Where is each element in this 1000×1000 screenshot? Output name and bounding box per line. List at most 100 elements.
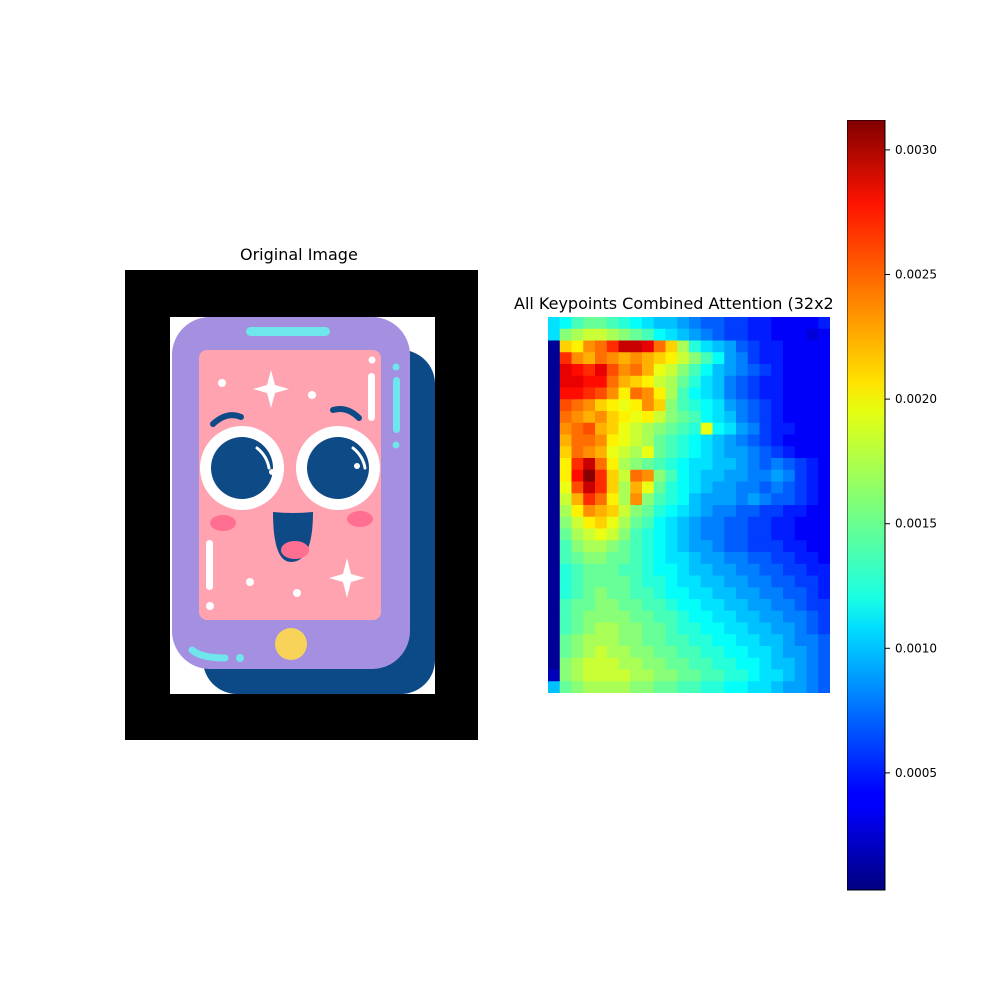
heatmap-cell [642,328,655,341]
heatmap-cell [606,528,619,541]
heatmap-cell [783,552,796,565]
colorbar-tick-label: 0.0020 [895,392,937,406]
heatmap-cell [759,563,772,576]
heatmap-cell [700,493,713,506]
heatmap-cell [583,634,596,647]
heatmap-cell [618,364,631,377]
heatmap-cell [783,516,796,529]
heatmap-cell [642,434,655,447]
heatmap-cell [783,469,796,482]
heatmap-cell [618,552,631,565]
heatmap-cell [771,493,784,506]
heatmap-cell [677,340,690,353]
heatmap-cell [724,434,737,447]
heatmap-cell [618,481,631,494]
heatmap-cell [653,563,666,576]
screen-dot [218,379,226,387]
heatmap-cell [618,340,631,353]
heatmap-cell [653,646,666,659]
heatmap-title: All Keypoints Combined Attention (32x2 [514,294,834,313]
heatmap-cell [724,540,737,553]
heatmap-cell [700,352,713,365]
heatmap-cell [806,387,819,400]
heatmap-cell [595,669,608,682]
heatmap-cell [583,352,596,365]
heatmap-cell [653,469,666,482]
heatmap-cell [677,434,690,447]
heatmap-cell [583,540,596,553]
heatmap-cell [559,505,572,518]
heatmap-cell [571,563,584,576]
heatmap-cell [806,516,819,529]
heatmap-cell [747,411,760,424]
heatmap-cell [559,481,572,494]
heatmap-cell [724,505,737,518]
heatmap-cell [783,422,796,435]
heatmap-cell [571,446,584,459]
heatmap-cell [712,657,725,670]
heatmap-cell [794,634,807,647]
heatmap-cell [818,563,831,576]
heatmap-cell [783,387,796,400]
heatmap-cell [794,552,807,565]
heatmap-cell [818,352,831,365]
colorbar-gradient [846,119,886,891]
heatmap-cell [583,552,596,565]
heatmap-cell [548,481,561,494]
heatmap-cell [665,528,678,541]
heatmap-cell [818,657,831,670]
heatmap-cell [689,458,702,471]
heatmap-cell [806,399,819,412]
heatmap-cell [759,340,772,353]
heatmap-cell [724,481,737,494]
heatmap-cell [677,446,690,459]
heatmap-cell [642,599,655,612]
heatmap-cell [724,622,737,635]
heatmap-cell [736,434,749,447]
heatmap-cell [630,328,643,341]
heatmap-cell [700,399,713,412]
heatmap-cell [689,528,702,541]
heatmap-cell [583,446,596,459]
heatmap-cell [712,375,725,388]
heatmap-cell [548,387,561,400]
heatmap-cell [665,646,678,659]
heatmap-cell [548,505,561,518]
heatmap-cell [689,646,702,659]
heatmap-cell [724,575,737,588]
heatmap-cell [583,575,596,588]
heatmap-cell [559,681,572,694]
heatmap-cell [642,669,655,682]
heatmap-cell [818,434,831,447]
heatmap-cell [818,481,831,494]
heatmap-cell [653,669,666,682]
heatmap-cell [689,681,702,694]
heatmap-cell [818,328,831,341]
heatmap-cell [559,434,572,447]
heatmap-cell [595,364,608,377]
heatmap-cell [724,387,737,400]
heatmap-cell [712,469,725,482]
heatmap-cell [818,317,831,330]
heatmap-cell [712,399,725,412]
heatmap-cell [595,469,608,482]
heatmap-cell [665,387,678,400]
heatmap-cell [571,505,584,518]
heatmap-cell [642,422,655,435]
heatmap-cell [700,575,713,588]
heatmap-cell [559,587,572,600]
heatmap-cell [595,599,608,612]
heatmap-cell [759,446,772,459]
heatmap-cell [595,493,608,506]
heatmap-cell [583,599,596,612]
heatmap-cell [571,317,584,330]
heatmap-cell [548,528,561,541]
heatmap-cell [783,587,796,600]
heatmap-cell [606,481,619,494]
heatmap-cell [794,399,807,412]
heatmap-cell [606,622,619,635]
heatmap-cell [653,399,666,412]
heatmap-cell [571,540,584,553]
heatmap-cell [548,599,561,612]
heatmap-cell [595,528,608,541]
